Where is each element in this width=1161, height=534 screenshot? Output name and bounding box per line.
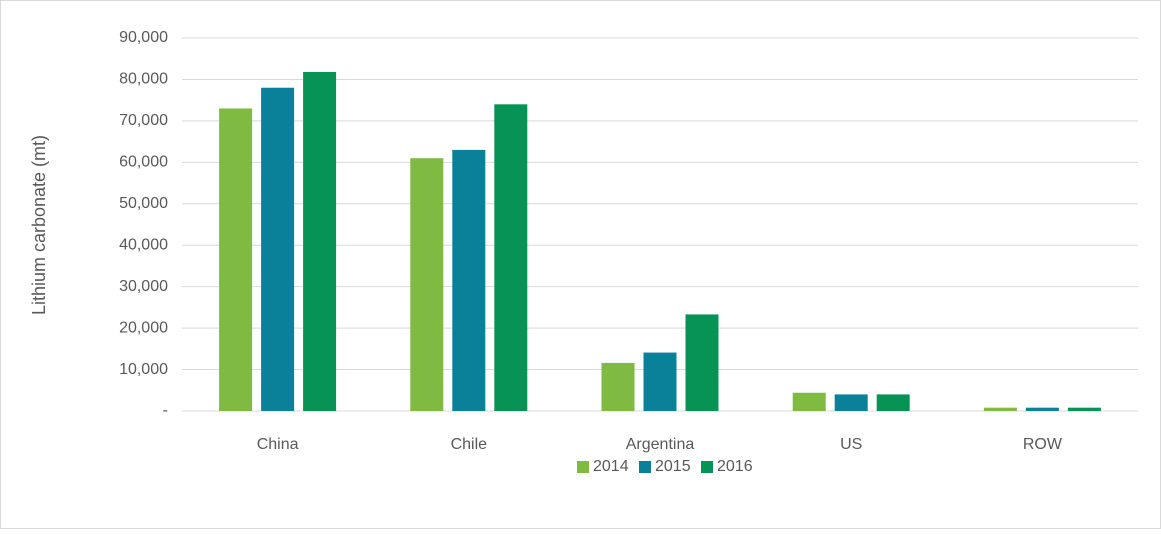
bar	[792, 392, 826, 411]
bar	[261, 87, 295, 411]
bar	[1025, 407, 1059, 411]
bar	[1067, 407, 1101, 411]
y-tick-label: 80,000	[119, 71, 168, 88]
bar	[983, 407, 1017, 411]
bar	[452, 149, 486, 411]
bar	[643, 352, 677, 411]
legend-swatch	[701, 461, 713, 473]
bar	[303, 71, 337, 412]
y-tick-label: 70,000	[119, 112, 168, 129]
y-tick-label: 50,000	[119, 195, 168, 212]
bar	[601, 362, 635, 411]
x-tick-label: ROW	[1023, 436, 1063, 453]
legend-swatch	[577, 461, 589, 473]
bar	[876, 394, 910, 411]
y-tick-label: 20,000	[119, 319, 168, 336]
y-tick-label: 60,000	[119, 154, 168, 171]
legend-label: 2015	[655, 458, 691, 475]
x-tick-label: US	[840, 436, 862, 453]
legend-label: 2016	[717, 458, 753, 475]
y-tick-label: 10,000	[119, 361, 168, 378]
bar	[219, 108, 253, 411]
x-tick-label: Argentina	[626, 436, 695, 453]
legend-label: 2014	[593, 458, 629, 475]
bar	[685, 314, 719, 411]
y-tick-label: -	[163, 402, 168, 419]
y-axis-label: Lithium carbonate (mt)	[29, 135, 49, 315]
y-tick-label: 30,000	[119, 278, 168, 295]
bar	[494, 104, 528, 412]
y-tick-label: 40,000	[119, 236, 168, 253]
legend-swatch	[639, 461, 651, 473]
y-tick-label: 90,000	[119, 29, 168, 46]
x-tick-label: China	[257, 436, 299, 453]
x-tick-label: Chile	[451, 436, 488, 453]
bar	[834, 394, 868, 411]
bar	[410, 158, 444, 411]
